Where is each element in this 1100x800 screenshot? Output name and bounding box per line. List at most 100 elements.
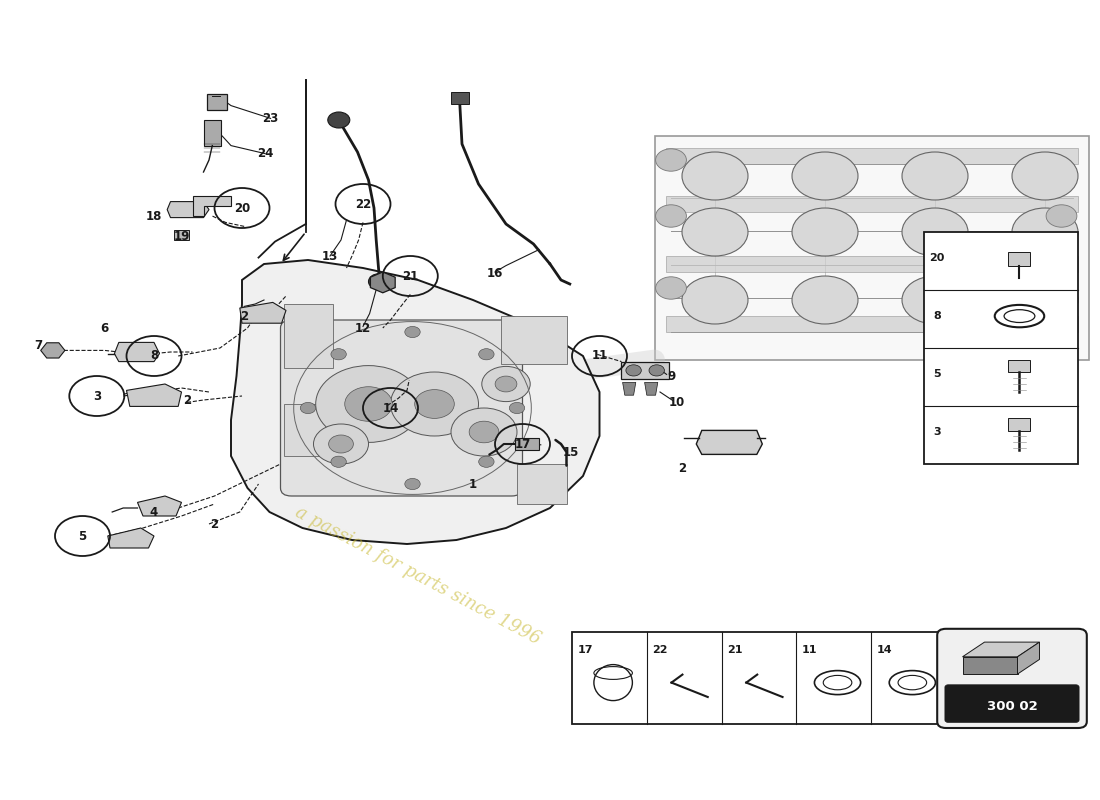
Circle shape <box>509 402 525 414</box>
Text: 20: 20 <box>930 253 945 263</box>
Circle shape <box>902 208 968 256</box>
Circle shape <box>1046 277 1077 299</box>
Text: a passion for parts since 1996: a passion for parts since 1996 <box>293 503 543 649</box>
Circle shape <box>656 149 686 171</box>
Text: 11: 11 <box>592 350 607 362</box>
Polygon shape <box>108 528 154 548</box>
Circle shape <box>1012 152 1078 200</box>
Text: 14: 14 <box>383 402 398 414</box>
Polygon shape <box>114 342 160 362</box>
Bar <box>451 92 469 104</box>
Bar <box>1009 252 1031 266</box>
Text: 9: 9 <box>667 370 675 382</box>
Circle shape <box>300 402 316 414</box>
Bar <box>517 464 566 504</box>
Text: 24: 24 <box>257 147 273 160</box>
Text: 300 02: 300 02 <box>987 699 1037 713</box>
Polygon shape <box>962 642 1040 657</box>
Circle shape <box>792 208 858 256</box>
FancyBboxPatch shape <box>937 629 1087 728</box>
Circle shape <box>626 365 641 376</box>
Circle shape <box>482 366 530 402</box>
Polygon shape <box>515 438 539 450</box>
Text: 2: 2 <box>678 462 686 474</box>
Circle shape <box>390 372 478 436</box>
Text: 22: 22 <box>652 645 668 654</box>
Polygon shape <box>623 382 636 395</box>
Circle shape <box>649 365 664 376</box>
Polygon shape <box>41 342 65 358</box>
Circle shape <box>331 349 346 360</box>
Bar <box>284 304 333 368</box>
Circle shape <box>451 408 517 456</box>
Text: 12: 12 <box>355 322 371 334</box>
Polygon shape <box>231 260 600 544</box>
Text: 21: 21 <box>403 270 418 282</box>
Text: 14: 14 <box>877 645 892 654</box>
Text: 1: 1 <box>469 478 477 490</box>
Circle shape <box>316 366 421 442</box>
Circle shape <box>314 424 369 464</box>
FancyBboxPatch shape <box>945 685 1079 722</box>
Text: 11: 11 <box>802 645 817 654</box>
Bar <box>666 316 1078 332</box>
Bar <box>666 196 1078 212</box>
Text: 2: 2 <box>240 310 249 322</box>
Circle shape <box>344 386 393 422</box>
Text: 2: 2 <box>210 518 219 530</box>
Bar <box>666 148 1078 164</box>
Text: 4: 4 <box>150 506 158 518</box>
Text: 20: 20 <box>234 202 250 214</box>
Bar <box>204 120 221 146</box>
Circle shape <box>1012 208 1078 256</box>
Polygon shape <box>174 230 189 240</box>
Bar <box>572 632 946 724</box>
Circle shape <box>368 274 390 290</box>
Polygon shape <box>962 657 1018 674</box>
Circle shape <box>328 112 350 128</box>
Circle shape <box>682 276 748 324</box>
Polygon shape <box>167 202 209 218</box>
Circle shape <box>405 478 420 490</box>
Text: 5: 5 <box>78 530 87 542</box>
Text: 5: 5 <box>934 369 940 379</box>
Circle shape <box>469 421 499 443</box>
Circle shape <box>415 390 454 418</box>
Circle shape <box>682 208 748 256</box>
Bar <box>207 94 227 110</box>
Bar <box>924 232 1078 464</box>
Circle shape <box>656 277 686 299</box>
Polygon shape <box>126 384 182 406</box>
Polygon shape <box>696 430 762 454</box>
Bar <box>1009 418 1031 430</box>
Text: 19: 19 <box>174 230 189 243</box>
Bar <box>1009 360 1031 373</box>
Text: 2: 2 <box>183 394 191 406</box>
Text: 3: 3 <box>934 427 940 437</box>
Circle shape <box>331 456 346 467</box>
Polygon shape <box>371 272 395 293</box>
Circle shape <box>495 376 517 392</box>
Text: 10: 10 <box>669 396 684 409</box>
Text: 21: 21 <box>727 645 742 654</box>
Polygon shape <box>240 302 286 323</box>
Text: 8: 8 <box>933 311 942 321</box>
Text: 17: 17 <box>515 438 530 450</box>
FancyBboxPatch shape <box>280 320 522 496</box>
Bar <box>500 316 566 364</box>
Circle shape <box>405 326 420 338</box>
Circle shape <box>478 349 494 360</box>
Text: 18: 18 <box>146 210 162 222</box>
Text: 3: 3 <box>92 390 101 402</box>
Circle shape <box>1012 276 1078 324</box>
Polygon shape <box>192 196 231 216</box>
Circle shape <box>792 152 858 200</box>
Polygon shape <box>138 496 182 516</box>
Text: 8: 8 <box>150 350 158 362</box>
Bar <box>666 256 1078 272</box>
Circle shape <box>656 205 686 227</box>
Bar <box>654 136 1089 360</box>
Circle shape <box>792 276 858 324</box>
Circle shape <box>478 456 494 467</box>
Text: 6: 6 <box>100 322 109 334</box>
